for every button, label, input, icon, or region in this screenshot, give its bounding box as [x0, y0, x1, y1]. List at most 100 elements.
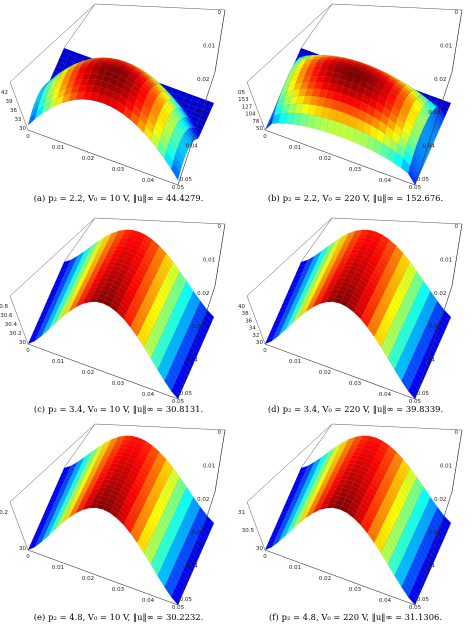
plot-box-edge [414, 71, 453, 186]
surface-plot: 30.830.630.430.23000.010.020.030.040.050… [0, 217, 226, 404]
y-tick-label: 0 [455, 224, 459, 230]
y-tick-label: 0.01 [203, 257, 215, 263]
subfigure-label: (c) [33, 404, 46, 414]
z-tick-label: 0.05 [237, 90, 245, 96]
plot-box-edge [451, 9, 463, 73]
subfigure-label: (a) [33, 193, 46, 203]
z-tick-label: 32 [252, 333, 259, 339]
plot-box-edge [27, 549, 179, 606]
x-tick-label: 0.03 [349, 167, 362, 173]
z-tick-label: 30.5 [242, 528, 255, 534]
surface-facet [175, 148, 185, 167]
y-tick-label: 0 [218, 430, 222, 436]
surface-facet [432, 538, 442, 551]
x-tick-label: 0.03 [112, 381, 125, 387]
surface-plot: 0.05153127104785000.010.020.030.040.0500… [237, 3, 463, 190]
x-tick-label: 0.02 [82, 370, 94, 376]
surface-facet [416, 574, 426, 588]
surface-facet [410, 158, 420, 181]
y-tick-label: 0.03 [191, 530, 204, 536]
z-tick-label: 36 [10, 108, 17, 114]
x-tick-label: 0.02 [319, 576, 331, 582]
y-tick-label: 0.04 [423, 564, 436, 570]
y-tick-label: 0.04 [186, 144, 199, 150]
x-tick-label: 0.04 [142, 598, 155, 604]
z-tick-label: 127 [242, 104, 253, 110]
surface-facet [408, 592, 418, 606]
figure-panel-6: 31 30.5 30 0 0.01 0.02 0.03 0.04 0.05 0 0.01 0.02 0.… [237, 420, 474, 630]
surface-facet [185, 560, 195, 574]
y-tick-label: 0.02 [197, 291, 209, 297]
plot-box-edge [63, 3, 96, 49]
z-tick-label: 30.2 [9, 331, 21, 337]
surface-facet [190, 127, 201, 139]
subfigure-caption: (d) p₂ = 3.4, V₀ = 220 V, ‖u‖∞ = 39.8339. [237, 404, 474, 415]
surface-facet [428, 341, 438, 354]
surface-facet [177, 143, 187, 161]
x-tick-label: 0.04 [379, 392, 392, 398]
x-tick-label: 0.03 [349, 587, 362, 593]
surface-facet [436, 323, 446, 336]
x-tick-label: 0 [263, 554, 267, 560]
y-tick-label: 0.01 [440, 257, 452, 263]
z-tick-label: 30.2 [0, 510, 8, 516]
y-tick-label: 0.04 [423, 144, 436, 150]
plot-box-edge [300, 3, 333, 49]
surface-facet [424, 121, 434, 150]
plot-box-edge [300, 423, 333, 469]
plot-box-edge [451, 429, 463, 493]
x-tick-label: 0.04 [379, 598, 392, 604]
surface-plot: 30.23000.010.020.030.040.0500.010.020.03… [0, 423, 226, 610]
plot-box-edge [246, 3, 333, 83]
subfigure-label: (e) [33, 612, 46, 622]
z-tick-label: 30 [19, 546, 26, 552]
surface-facet [414, 145, 424, 172]
surface-facet [430, 542, 440, 556]
plot-box-edge [264, 129, 416, 186]
plot-box-edge [177, 71, 216, 186]
subfigure-caption: (c) p₂ = 3.4, V₀ = 10 V, ‖u‖∞ = 30.8131. [0, 404, 237, 415]
plot-box-edge [27, 129, 179, 186]
plot-box-edge [246, 423, 333, 503]
plot-box-edge [27, 343, 179, 400]
surface-facet [181, 363, 191, 377]
z-tick-label: 104 [245, 112, 256, 118]
surface-facet [171, 592, 181, 606]
subfigure-caption-text: p₂ = 4.8, V₀ = 220 V, ‖u‖∞ = 31.1306. [281, 612, 443, 622]
surface-facet [439, 104, 450, 113]
z-tick-label: 36 [245, 318, 252, 324]
surface-facet [408, 165, 418, 186]
plot-box-edge [414, 491, 453, 606]
x-tick-label: 0.01 [52, 359, 64, 365]
y-tick-label: 0.01 [440, 463, 452, 469]
surface-facet [416, 368, 426, 382]
surface-facet [185, 354, 195, 368]
surface-plot: 40383634323000.010.020.030.040.0500.010.… [238, 217, 463, 404]
surface-facet [422, 560, 432, 574]
figure-panel-1: 42 39 36 33 30 0 0.01 0.02 0.03 0.04 0.05 0 0.01 0.02… [0, 0, 237, 210]
x-tick-label: 0.03 [349, 381, 362, 387]
y-tick-label: 0.05 [180, 597, 193, 603]
surface-facet [412, 151, 422, 177]
y-tick-label: 0.05 [417, 597, 430, 603]
x-tick-label: 0.04 [142, 392, 155, 398]
surface-facet [171, 386, 181, 400]
z-tick-label: 30 [256, 546, 263, 552]
surface-facet [200, 109, 211, 117]
x-tick-label: 0.01 [289, 359, 301, 365]
surface-facet [171, 161, 181, 181]
z-tick-label: 30.8 [0, 304, 8, 310]
x-tick-label: 0.05 [172, 399, 185, 404]
surface-facet [179, 574, 189, 588]
surface-facet [191, 547, 201, 560]
y-tick-label: 0.04 [423, 358, 436, 364]
surface-facet [203, 520, 213, 533]
plot-box-edge [63, 217, 96, 263]
x-tick-label: 0 [26, 348, 30, 354]
x-tick-label: 0.03 [112, 587, 125, 593]
plot-box-edge [9, 217, 96, 297]
surface-facet [193, 336, 203, 350]
x-tick-label: 0.01 [52, 145, 64, 151]
x-tick-label: 0.01 [289, 565, 301, 571]
subfigure-caption-text: p₂ = 3.4, V₀ = 220 V, ‖u‖∞ = 39.8339. [282, 404, 444, 414]
